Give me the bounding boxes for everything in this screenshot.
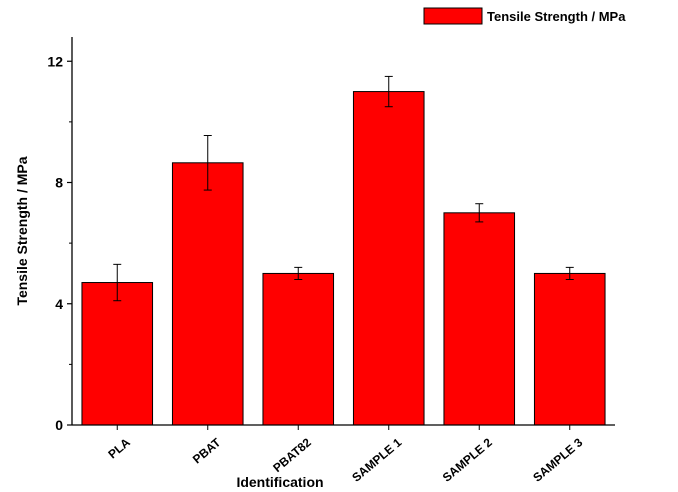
x-tick-label: PBAT82 xyxy=(270,435,314,475)
bar xyxy=(81,282,154,426)
legend: Tensile Strength / MPa xyxy=(423,7,626,25)
plot-area: PLA PBAT PBAT82 SAMPLE 1 SAMPLE 2 SAMPLE 3 0 4 8… xyxy=(47,37,615,485)
bar xyxy=(171,162,244,426)
y-tick-label: 8 xyxy=(55,175,63,191)
y-tick-label: 4 xyxy=(55,296,63,312)
x-tick-label: SAMPLE 2 xyxy=(440,435,495,485)
bar xyxy=(533,272,606,426)
y-tick-label: 12 xyxy=(47,53,63,69)
bar xyxy=(262,272,335,426)
bar xyxy=(352,91,425,426)
x-tick-label: PBAT xyxy=(190,435,224,467)
y-axis-label: Tensile Strength / MPa xyxy=(14,156,30,305)
y-tick-label: 0 xyxy=(55,417,63,433)
bar xyxy=(443,212,516,426)
legend-swatch xyxy=(423,7,483,25)
x-tick-label: PLA xyxy=(105,435,133,461)
legend-label: Tensile Strength / MPa xyxy=(487,9,626,24)
x-tick-label: SAMPLE 1 xyxy=(349,435,404,485)
x-tick-label: SAMPLE 3 xyxy=(530,435,585,485)
x-axis-label: Identification xyxy=(236,474,323,490)
